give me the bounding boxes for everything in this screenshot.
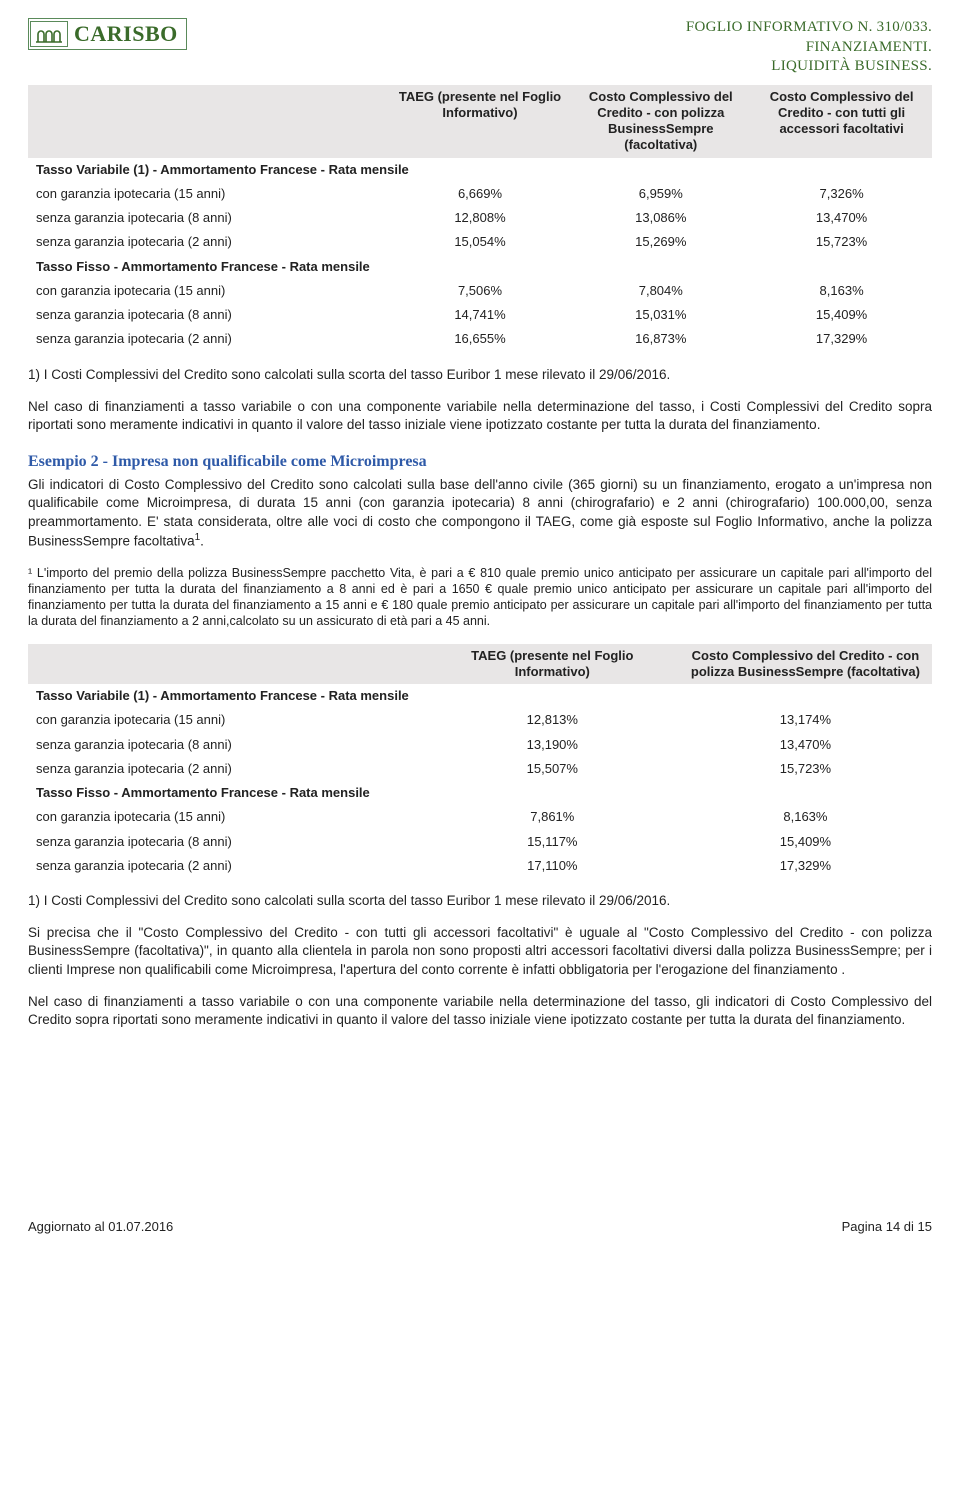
section-label: Tasso Variabile (1) - Ammortamento Franc… xyxy=(28,684,932,708)
section-label: Tasso Variabile (1) - Ammortamento Franc… xyxy=(28,158,932,182)
page-footer: Aggiornato al 01.07.2016 Pagina 14 di 15 xyxy=(28,1219,932,1235)
esempio-2-heading: Esempio 2 - Impresa non qualificabile co… xyxy=(28,452,932,472)
table-header-row: TAEG (presente nel Foglio Informativo) C… xyxy=(28,85,932,158)
col-header xyxy=(28,85,390,158)
paragraph-variable-rate-disclaimer: Nel caso di finanziamenti a tasso variab… xyxy=(28,398,932,434)
table-row: senza garanzia ipotecaria (2 anni)15,507… xyxy=(28,757,932,781)
doc-id-line1: FOGLIO INFORMATIVO N. 310/033. xyxy=(686,18,932,38)
esempio-2-lead: Gli indicatori di Costo Complessivo del … xyxy=(28,476,932,550)
col-header: TAEG (presente nel Foglio Informativo) xyxy=(390,85,571,158)
page-header: CARISBO FOGLIO INFORMATIVO N. 310/033. F… xyxy=(28,18,932,77)
table-row: con garanzia ipotecaria (15 anni)7,506%7… xyxy=(28,279,932,303)
table-row: senza garanzia ipotecaria (2 anni)15,054… xyxy=(28,230,932,254)
col-header xyxy=(28,644,426,685)
section-label: Tasso Fisso - Ammortamento Francese - Ra… xyxy=(28,781,932,805)
table-row: senza garanzia ipotecaria (8 anni)15,117… xyxy=(28,830,932,854)
cost-table-1: TAEG (presente nel Foglio Informativo) C… xyxy=(28,85,932,352)
brand-name: CARISBO xyxy=(74,20,178,48)
esempio-2-footnote: ¹ L'importo del premio della polizza Bus… xyxy=(28,565,932,630)
table-row: senza garanzia ipotecaria (8 anni)12,808… xyxy=(28,206,932,230)
table-section-row: Tasso Fisso - Ammortamento Francese - Ra… xyxy=(28,255,932,279)
table-section-row: Tasso Variabile (1) - Ammortamento Franc… xyxy=(28,684,932,708)
doc-id-line2: FINANZIAMENTI. xyxy=(686,38,932,58)
document-id-block: FOGLIO INFORMATIVO N. 310/033. FINANZIAM… xyxy=(686,18,932,77)
cost-table-2: TAEG (presente nel Foglio Informativo) C… xyxy=(28,644,932,879)
table-row: senza garanzia ipotecaria (2 anni)16,655… xyxy=(28,327,932,351)
table-header-row: TAEG (presente nel Foglio Informativo) C… xyxy=(28,644,932,685)
doc-id-line3: LIQUIDITÀ BUSINESS. xyxy=(686,57,932,77)
col-header: Costo Complessivo del Credito - con poli… xyxy=(679,644,932,685)
footnote-1: 1) I Costi Complessivi del Credito sono … xyxy=(28,366,932,384)
table-row: con garanzia ipotecaria (15 anni)7,861%8… xyxy=(28,805,932,829)
brand-logo: CARISBO xyxy=(28,18,187,50)
col-header: Costo Complessivo del Credito - con poli… xyxy=(570,85,751,158)
footer-page-number: Pagina 14 di 15 xyxy=(842,1219,932,1235)
logo-arches-icon xyxy=(30,21,68,47)
paragraph-clarification: Si precisa che il "Costo Complessivo del… xyxy=(28,924,932,979)
table-section-row: Tasso Fisso - Ammortamento Francese - Ra… xyxy=(28,781,932,805)
col-header: TAEG (presente nel Foglio Informativo) xyxy=(426,644,679,685)
footer-date: Aggiornato al 01.07.2016 xyxy=(28,1219,173,1235)
table-row: con garanzia ipotecaria (15 anni)12,813%… xyxy=(28,708,932,732)
footnote-2: 1) I Costi Complessivi del Credito sono … xyxy=(28,892,932,910)
table-row: senza garanzia ipotecaria (8 anni)14,741… xyxy=(28,303,932,327)
col-header: Costo Complessivo del Credito - con tutt… xyxy=(751,85,932,158)
section-label: Tasso Fisso - Ammortamento Francese - Ra… xyxy=(28,255,932,279)
table-row: senza garanzia ipotecaria (8 anni)13,190… xyxy=(28,733,932,757)
table-row: con garanzia ipotecaria (15 anni)6,669%6… xyxy=(28,182,932,206)
table-row: senza garanzia ipotecaria (2 anni)17,110… xyxy=(28,854,932,878)
paragraph-variable-rate-disclaimer-2: Nel caso di finanziamenti a tasso variab… xyxy=(28,993,932,1029)
table-section-row: Tasso Variabile (1) - Ammortamento Franc… xyxy=(28,158,932,182)
